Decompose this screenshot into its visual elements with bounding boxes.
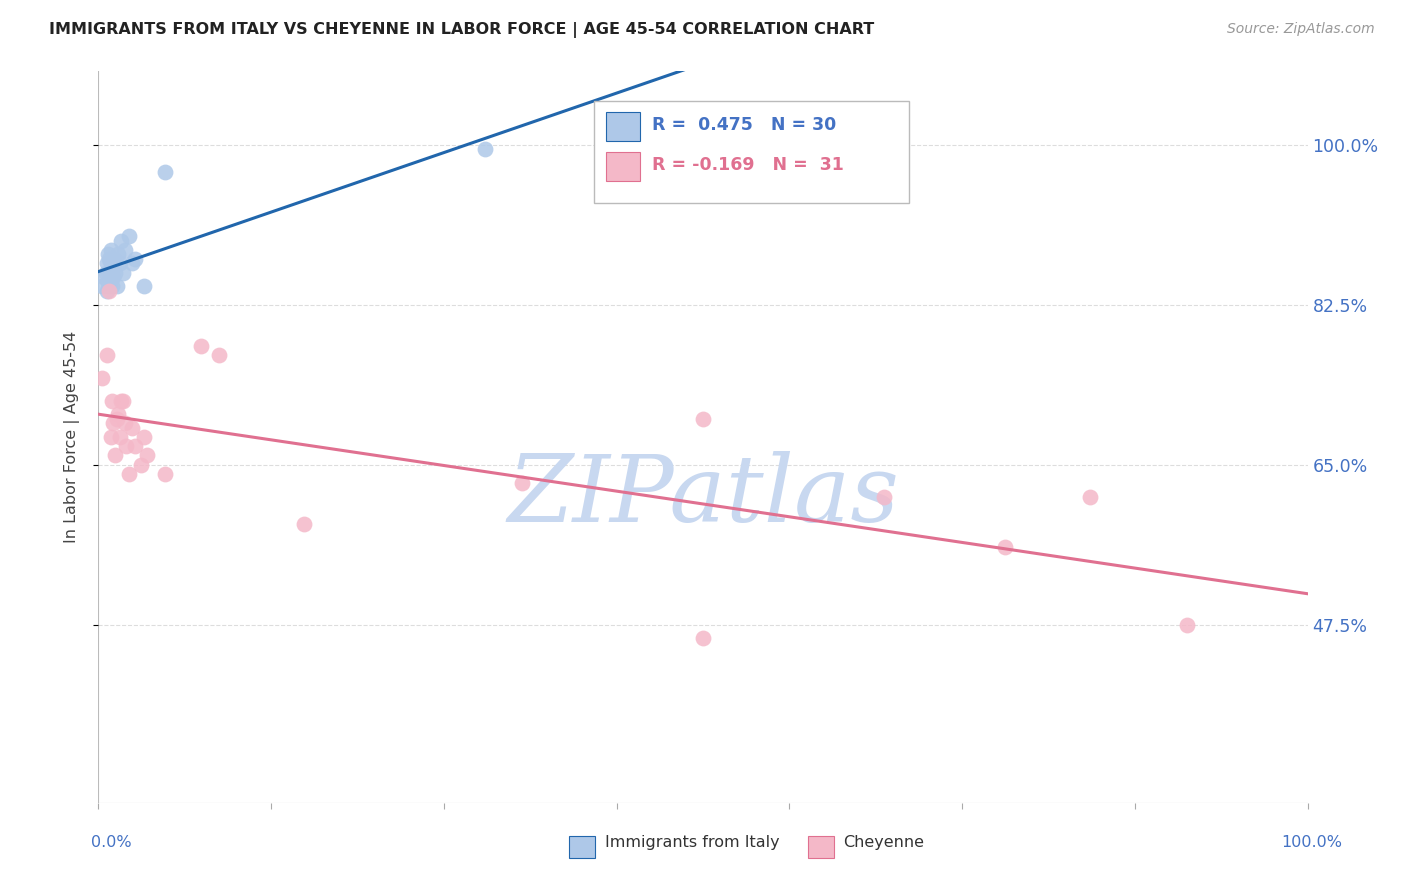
Point (107, 407, 129, 421)
Point (91, 279, 114, 293)
Bar (606, 112, 640, 141)
Point (190, 338, 212, 352)
Point (100, 270, 122, 285)
Point (114, 417, 136, 431)
Point (474, 142, 496, 156)
Text: ZIPatlas: ZIPatlas (508, 450, 898, 541)
Point (124, 252, 146, 266)
Point (1175, 617, 1198, 632)
Text: 0.0%: 0.0% (91, 836, 132, 850)
Point (98, 266, 121, 280)
Text: Cheyenne: Cheyenne (844, 836, 925, 850)
Point (121, 256, 143, 270)
Point (100, 256, 122, 270)
Point (104, 266, 127, 280)
Text: Source: ZipAtlas.com: Source: ZipAtlas.com (1227, 22, 1375, 37)
Text: Immigrants from Italy: Immigrants from Italy (605, 836, 779, 850)
Point (100, 260, 122, 275)
Point (94, 266, 117, 280)
Point (121, 421, 143, 435)
Y-axis label: In Labor Force | Age 45-54: In Labor Force | Age 45-54 (65, 331, 80, 543)
Point (692, 412, 714, 426)
Point (153, 165, 176, 179)
Point (115, 439, 138, 453)
Point (292, 516, 315, 531)
Point (100, 243, 122, 257)
Point (97, 247, 120, 261)
Point (118, 228, 141, 243)
Point (100, 393, 122, 408)
Point (108, 430, 131, 444)
Point (692, 632, 714, 646)
Point (104, 448, 127, 462)
Point (105, 279, 128, 293)
Text: 100.0%: 100.0% (1282, 836, 1343, 850)
Point (93, 270, 115, 285)
Point (96, 284, 118, 298)
Point (208, 348, 231, 362)
FancyBboxPatch shape (595, 101, 908, 203)
Point (873, 490, 896, 504)
Point (118, 467, 141, 481)
Point (100, 279, 122, 293)
Bar (606, 152, 640, 181)
Text: IMMIGRANTS FROM ITALY VS CHEYENNE IN LABOR FORCE | AGE 45-54 CORRELATION CHART: IMMIGRANTS FROM ITALY VS CHEYENNE IN LAB… (49, 22, 875, 38)
Point (510, 475, 533, 490)
Point (100, 430, 122, 444)
Point (124, 439, 146, 453)
Point (994, 540, 1017, 554)
Point (96, 348, 118, 362)
Point (135, 448, 157, 462)
Point (110, 393, 132, 408)
Point (134, 430, 156, 444)
Text: R =  0.475   N = 30: R = 0.475 N = 30 (652, 116, 837, 134)
Point (114, 243, 136, 257)
Point (91, 370, 114, 384)
Point (101, 270, 124, 285)
Point (96, 256, 118, 270)
Point (98, 252, 121, 266)
Point (129, 458, 152, 472)
Point (1078, 490, 1101, 504)
Point (97, 275, 120, 289)
Point (103, 252, 125, 266)
Point (98, 284, 121, 298)
Text: R = -0.169   N =  31: R = -0.169 N = 31 (652, 156, 844, 174)
Point (98, 279, 121, 293)
Point (111, 266, 134, 280)
Point (134, 279, 156, 293)
Point (110, 234, 132, 248)
Point (153, 467, 176, 481)
Point (108, 256, 131, 270)
Point (105, 412, 128, 426)
Point (111, 393, 134, 408)
Point (101, 417, 124, 431)
Point (107, 247, 129, 261)
